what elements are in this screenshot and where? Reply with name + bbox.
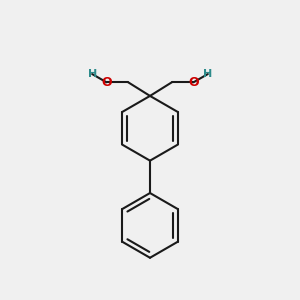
Text: O: O xyxy=(101,76,112,89)
Text: H: H xyxy=(203,69,212,79)
Text: O: O xyxy=(188,76,199,89)
Text: H: H xyxy=(88,69,97,79)
